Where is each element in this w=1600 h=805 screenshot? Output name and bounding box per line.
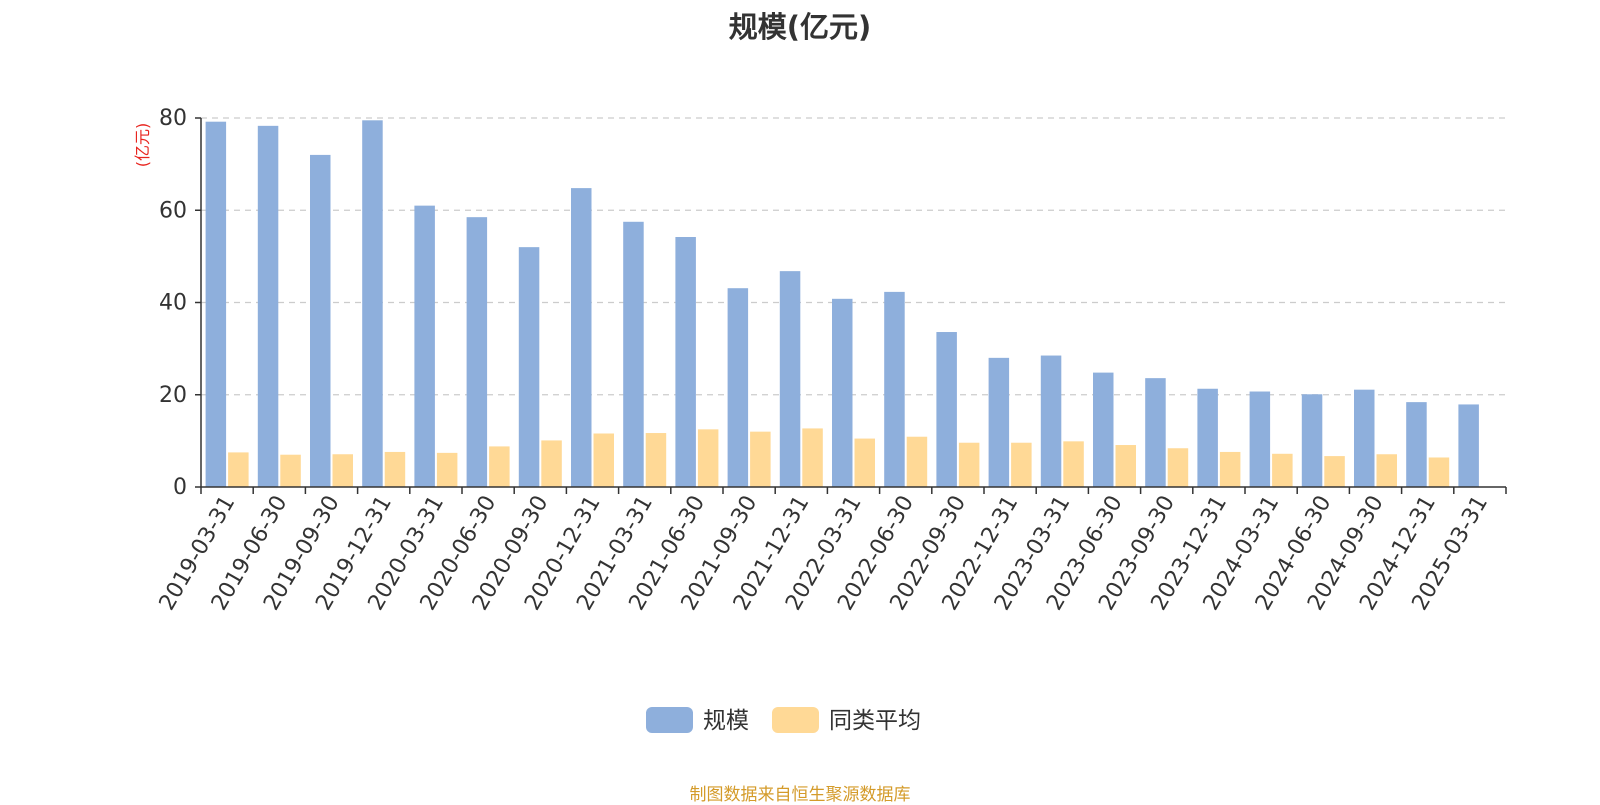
bar-scale[interactable]	[884, 291, 905, 487]
bar-peer-average[interactable]	[593, 433, 615, 487]
bar-peer-average[interactable]	[854, 438, 876, 487]
bar-scale[interactable]	[1301, 394, 1323, 487]
y-tick-label: 40	[159, 291, 187, 316]
y-tick-label: 0	[173, 475, 187, 500]
bar-peer-average[interactable]	[489, 446, 510, 487]
legend-swatch	[646, 707, 693, 733]
bar-scale[interactable]	[1040, 355, 1062, 487]
bar-scale[interactable]	[988, 357, 1010, 487]
bar-scale[interactable]	[1458, 404, 1479, 487]
bar-peer-average[interactable]	[697, 429, 719, 487]
bar-scale[interactable]	[414, 205, 435, 487]
bar-scale[interactable]	[1249, 391, 1271, 487]
y-tick-label: 60	[159, 198, 187, 223]
legend[interactable]: 规模 同类平均	[646, 707, 921, 734]
bars	[205, 120, 1479, 488]
bar-peer-average[interactable]	[1167, 448, 1189, 487]
bar-peer-average[interactable]	[1011, 442, 1032, 487]
bar-peer-average[interactable]	[906, 436, 928, 487]
bar-scale[interactable]	[832, 298, 853, 487]
bar-scale[interactable]	[1093, 372, 1114, 487]
y-tick-label: 80	[159, 106, 187, 131]
bar-scale[interactable]	[518, 247, 540, 487]
bar-peer-average[interactable]	[280, 454, 301, 487]
bar-peer-average[interactable]	[802, 428, 823, 487]
bar-peer-average[interactable]	[436, 452, 458, 487]
bar-scale[interactable]	[1406, 402, 1427, 487]
bar-scale[interactable]	[571, 188, 592, 488]
y-tick-label: 20	[159, 383, 187, 408]
bar-scale[interactable]	[1145, 378, 1166, 487]
bar-peer-average[interactable]	[1115, 445, 1137, 487]
bar-scale[interactable]	[310, 154, 331, 487]
bar-scale[interactable]	[205, 121, 227, 487]
y-tick-labels: 0 20 40 60 80	[159, 106, 187, 500]
bar-scale[interactable]	[936, 332, 957, 487]
legend-label: 同类平均	[829, 708, 921, 734]
source-note: 制图数据来自恒生聚源数据库	[689, 785, 911, 805]
bar-scale[interactable]	[257, 125, 279, 487]
bar-scale[interactable]	[623, 221, 644, 487]
legend-item-scale[interactable]: 规模	[646, 707, 749, 734]
chart-title: 规模(亿元)	[728, 10, 872, 44]
bar-peer-average[interactable]	[1272, 453, 1293, 487]
bar-peer-average[interactable]	[1324, 456, 1345, 487]
legend-item-peer-average[interactable]: 同类平均	[772, 707, 921, 734]
bar-scale[interactable]	[675, 237, 696, 487]
axes	[195, 117, 1507, 494]
bar-peer-average[interactable]	[1063, 441, 1084, 487]
bar-peer-average[interactable]	[1428, 457, 1450, 487]
bar-peer-average[interactable]	[332, 454, 354, 487]
legend-label: 规模	[703, 708, 749, 734]
grid-lines	[201, 117, 1506, 396]
bar-scale[interactable]	[362, 120, 383, 488]
bar-peer-average[interactable]	[958, 442, 980, 487]
bar-scale[interactable]	[1197, 388, 1218, 487]
bar-peer-average[interactable]	[228, 452, 249, 487]
bar-peer-average[interactable]	[1219, 451, 1241, 487]
bar-peer-average[interactable]	[384, 451, 406, 487]
bar-peer-average[interactable]	[645, 433, 667, 487]
bar-scale[interactable]	[1354, 389, 1375, 487]
bar-peer-average[interactable]	[750, 431, 771, 487]
bar-peer-average[interactable]	[541, 440, 562, 487]
bar-peer-average[interactable]	[1376, 454, 1398, 487]
x-tick-labels: 2019-03-312019-06-302019-09-302019-12-31…	[155, 492, 1493, 615]
bar-scale[interactable]	[466, 217, 488, 487]
legend-swatch	[772, 707, 819, 733]
bar-scale[interactable]	[779, 271, 801, 487]
y-axis-unit-label: (亿元)	[133, 123, 152, 168]
bar-scale[interactable]	[727, 288, 749, 487]
